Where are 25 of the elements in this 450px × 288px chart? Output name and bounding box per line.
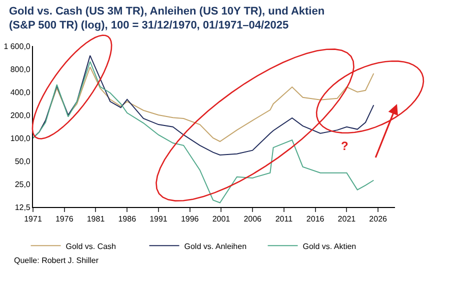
x-tick-label: 2006 [244,214,262,224]
legend-label: Gold vs. Aktien [302,242,356,251]
x-tick-label: 2001 [212,214,231,224]
legend-label: Gold vs. Cash [66,242,116,251]
x-tick-label: 1976 [55,214,74,224]
y-tick-label: 200,0 [10,110,31,120]
y-tick-label: 50,0 [14,156,31,166]
x-tick-label: 2021 [338,214,356,224]
y-tick-label: 100,0 [10,134,31,143]
chart-title: Gold vs. Cash (US 3M TR), Anleihen (US 10Y TR), und Aktien (S&P 500 TR) (log), 100 = 31/12/1970, 01/1971–04/2025 [9,5,325,32]
y-tick-label: 12,5 [14,202,31,212]
y-tick-label: 1 600,0 [4,42,31,51]
x-tick-label: 2016 [306,214,325,224]
x-tick-label: 2011 [275,214,294,224]
source-note: Quelle: Robert J. Shiller [14,256,99,265]
legend-label: Gold vs. Anleihen [184,242,247,251]
x-tick-label: 1991 [150,214,168,224]
y-tick-label: 400,0 [10,88,31,97]
y-tick-label: 800,0 [10,64,31,74]
x-tick-label: 1996 [180,214,200,224]
x-tick-label: 2026 [369,214,388,224]
x-tick-label: 1981 [86,214,106,224]
y-tick-label: 25,0 [14,180,31,189]
x-tick-label: 1971 [24,214,42,224]
x-tick-label: 1986 [118,214,137,224]
